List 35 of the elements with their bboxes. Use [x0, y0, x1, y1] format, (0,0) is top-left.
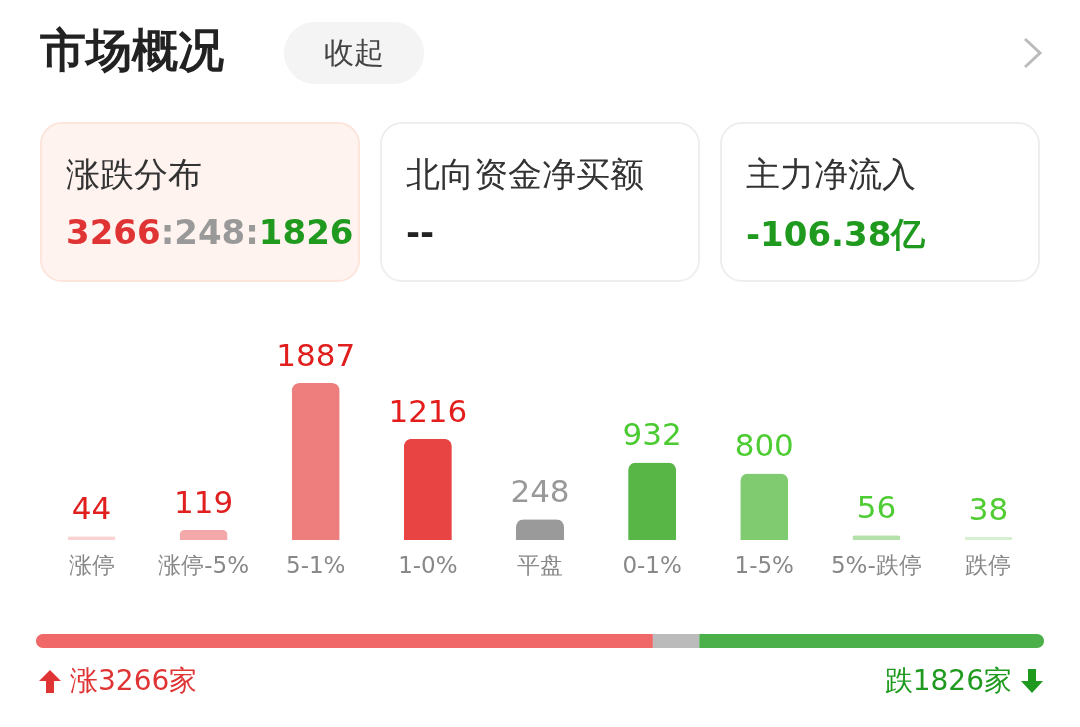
text: -- — [406, 212, 435, 252]
bar — [740, 473, 789, 540]
text: 主力净流入 — [746, 153, 917, 196]
text: 3266:248:1826 — [66, 212, 354, 252]
bar — [516, 519, 564, 540]
bar — [179, 530, 228, 540]
text: 市场概况 — [40, 22, 224, 79]
data-label: 248 — [510, 473, 570, 510]
data-label: 44 — [71, 490, 112, 527]
x-tick-label: 1-0% — [398, 551, 458, 578]
x-tick-label: 跌停 — [965, 551, 1012, 578]
text: -106.38亿 — [746, 214, 926, 254]
x-tick-label: 涨停-5% — [158, 551, 250, 578]
x-tick-label: 5%-跌停 — [830, 551, 922, 578]
text: 跌1826家 — [884, 663, 1012, 699]
bar — [291, 383, 340, 540]
x-tick-label: 1-5% — [734, 551, 794, 578]
data-label: 1887 — [276, 337, 356, 373]
x-tick-label: 平盘 — [517, 551, 563, 578]
bar — [403, 438, 452, 540]
x-tick-label: 涨停 — [68, 551, 115, 578]
text: 涨3266家 — [70, 663, 198, 699]
data-label: 1216 — [388, 392, 468, 429]
x-tick-label: 0-1% — [622, 551, 682, 578]
text: 北向资金净买额 — [406, 153, 645, 196]
data-label: 119 — [174, 484, 234, 521]
bar — [628, 462, 677, 540]
data-label: 800 — [734, 427, 794, 464]
text: 涨跌分布 — [66, 153, 203, 196]
collapse-button: 收起 — [284, 22, 424, 84]
data-label: 56 — [856, 489, 897, 526]
x-tick-label: 5-1% — [286, 551, 346, 578]
data-label: 932 — [622, 416, 682, 453]
bar — [964, 536, 1013, 540]
data-label: 38 — [968, 490, 1009, 527]
